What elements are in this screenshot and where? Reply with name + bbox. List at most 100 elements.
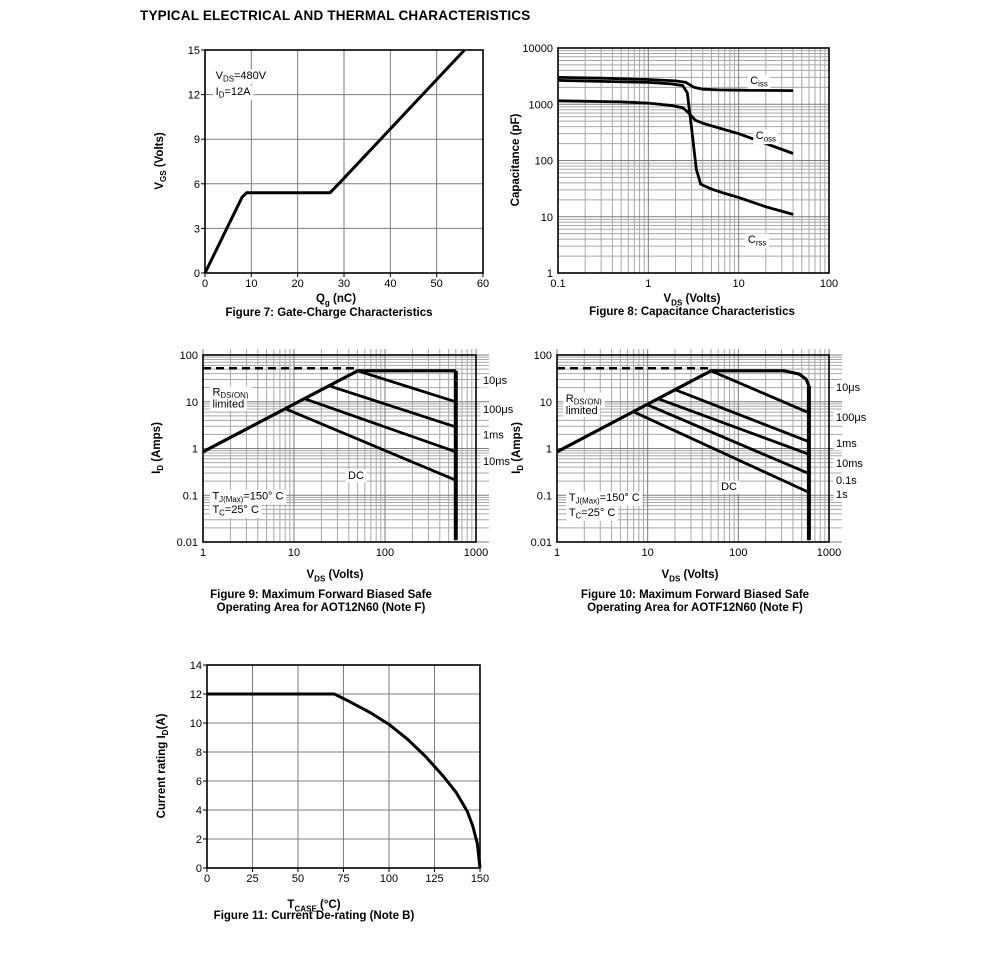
x-tick-label: 10 xyxy=(642,547,654,556)
figure-10-caption: Figure 10: Maximum Forward Biased Safe O… xyxy=(580,589,810,614)
label-background xyxy=(833,474,860,488)
y-tick-label: 9 xyxy=(194,134,200,146)
annotation-0: RDS(ON) xyxy=(566,393,602,407)
y-tick-label: 14 xyxy=(190,660,202,672)
label-background xyxy=(718,480,740,494)
x-tick-label: 100 xyxy=(380,873,398,883)
x-tick-label: 150 xyxy=(471,873,489,883)
y-tick-label: 6 xyxy=(194,179,200,191)
y-tick-label: 10 xyxy=(186,397,198,409)
y-tick-label: 10 xyxy=(541,212,553,224)
figure-9-y-axis-label: ID (Amps) xyxy=(150,422,166,474)
annotation-3: TC=25° C xyxy=(212,504,259,518)
derating-curve xyxy=(207,692,482,869)
annotation-0: Ciss xyxy=(750,75,768,89)
pulse-10ms-line xyxy=(657,397,810,456)
vgs-vs-qg xyxy=(203,48,466,274)
figure-10-y-axis-label: ID (Amps) xyxy=(510,422,526,474)
pulse-1ms-line xyxy=(674,388,810,444)
y-tick-label: 0 xyxy=(196,863,202,875)
figure-9-soa-chart: 1 10 100 1000 0.01 0.1 1 10 100 RDS(ON)limited TJ(… xyxy=(177,349,517,556)
x-tick-label: 20 xyxy=(292,278,304,288)
label-background xyxy=(480,455,513,469)
y-tick-label: 0.1 xyxy=(183,490,198,502)
pulse-10ms-line xyxy=(303,397,457,454)
annotation-0: RDS(ON) xyxy=(212,387,248,401)
annotation-1: limited xyxy=(212,398,244,410)
label-background xyxy=(747,74,771,90)
y-tick-label: 1000 xyxy=(529,99,553,111)
annotation-0: VDS=480V xyxy=(216,70,267,84)
figure-11-caption: Figure 11: Current De-rating (Note B) xyxy=(213,910,415,922)
right-label-0: 10μs xyxy=(483,375,508,387)
y-tick-label: 10000 xyxy=(522,43,553,55)
label-background xyxy=(209,503,262,518)
y-tick-label: 8 xyxy=(196,747,202,759)
right-label-3: 10ms xyxy=(483,456,510,468)
annotation-2: Crss xyxy=(748,234,767,248)
plot-border xyxy=(556,354,830,543)
annotation-1: Coss xyxy=(756,130,776,144)
coss-curve xyxy=(557,99,794,155)
x-tick-label: 60 xyxy=(477,278,489,288)
figure-10-x-axis-label: VDS (Volts) xyxy=(661,569,719,584)
x-tick-label: 10 xyxy=(245,278,257,288)
label-background xyxy=(833,488,851,502)
figure-11-x-axis-label: TCASE (°C) xyxy=(287,899,341,914)
y-tick-label: 100 xyxy=(180,350,198,362)
right-label-4: 0.1s xyxy=(836,475,857,487)
y-tick-label: 100 xyxy=(535,156,553,168)
x-tick-label: 50 xyxy=(431,278,443,288)
y-tick-label: 3 xyxy=(194,223,200,235)
label-background xyxy=(563,392,605,407)
y-tick-label: 12 xyxy=(188,90,200,102)
figure-10-soa-chart: 1 10 100 1000 0.01 0.1 1 10 100 RDS(ON)limited TJ(… xyxy=(531,349,870,556)
annotation-2: TJ(Max)=150° C xyxy=(569,492,640,506)
label-background xyxy=(563,404,601,418)
x-tick-label: 0 xyxy=(204,873,210,883)
right-label-5: 1s xyxy=(836,489,848,501)
right-label-2: 1ms xyxy=(836,438,857,450)
label-background xyxy=(833,457,866,471)
x-tick-label: 100 xyxy=(729,547,747,556)
right-label-0: 10μs xyxy=(836,382,861,394)
pulse-1s-line xyxy=(633,410,810,494)
soa-boundary xyxy=(556,369,811,454)
x-tick-label: 30 xyxy=(338,278,350,288)
annotation-4: DC xyxy=(348,470,364,482)
label-background xyxy=(480,428,507,442)
x-tick-label: 0.1 xyxy=(550,278,565,290)
y-tick-label: 12 xyxy=(190,689,202,701)
x-tick-label: 75 xyxy=(337,873,349,883)
pulse-0p1s-line xyxy=(646,403,810,475)
y-tick-label: 15 xyxy=(188,45,200,57)
right-label-3: 10ms xyxy=(836,458,863,470)
label-background xyxy=(209,386,252,401)
label-background xyxy=(833,381,864,395)
label-background xyxy=(213,69,270,84)
y-tick-label: 0.01 xyxy=(531,537,552,549)
label-background xyxy=(833,437,860,451)
right-label-1: 100μs xyxy=(483,404,514,416)
y-tick-label: 2 xyxy=(196,834,202,846)
y-tick-label: 1 xyxy=(546,444,552,456)
y-tick-label: 6 xyxy=(196,776,202,788)
y-tick-label: 1 xyxy=(192,444,198,456)
x-tick-label: 10 xyxy=(288,547,300,556)
figure-7-caption: Figure 7: Gate-Charge Characteristics xyxy=(225,307,433,319)
annotation-4: DC xyxy=(721,481,737,493)
x-tick-label: 125 xyxy=(425,873,443,883)
label-background xyxy=(345,469,367,483)
label-background xyxy=(209,397,247,411)
x-tick-label: 50 xyxy=(292,873,304,883)
y-tick-label: 0.01 xyxy=(177,537,198,549)
figure-8-y-axis-label: Capacitance (pF) xyxy=(510,113,522,207)
annotation-3: TC=25° C xyxy=(569,507,616,521)
x-tick-label: 1 xyxy=(200,547,206,556)
x-tick-label: 1000 xyxy=(817,547,841,556)
label-background xyxy=(745,233,769,249)
label-background xyxy=(566,491,643,507)
label-background xyxy=(753,129,779,145)
